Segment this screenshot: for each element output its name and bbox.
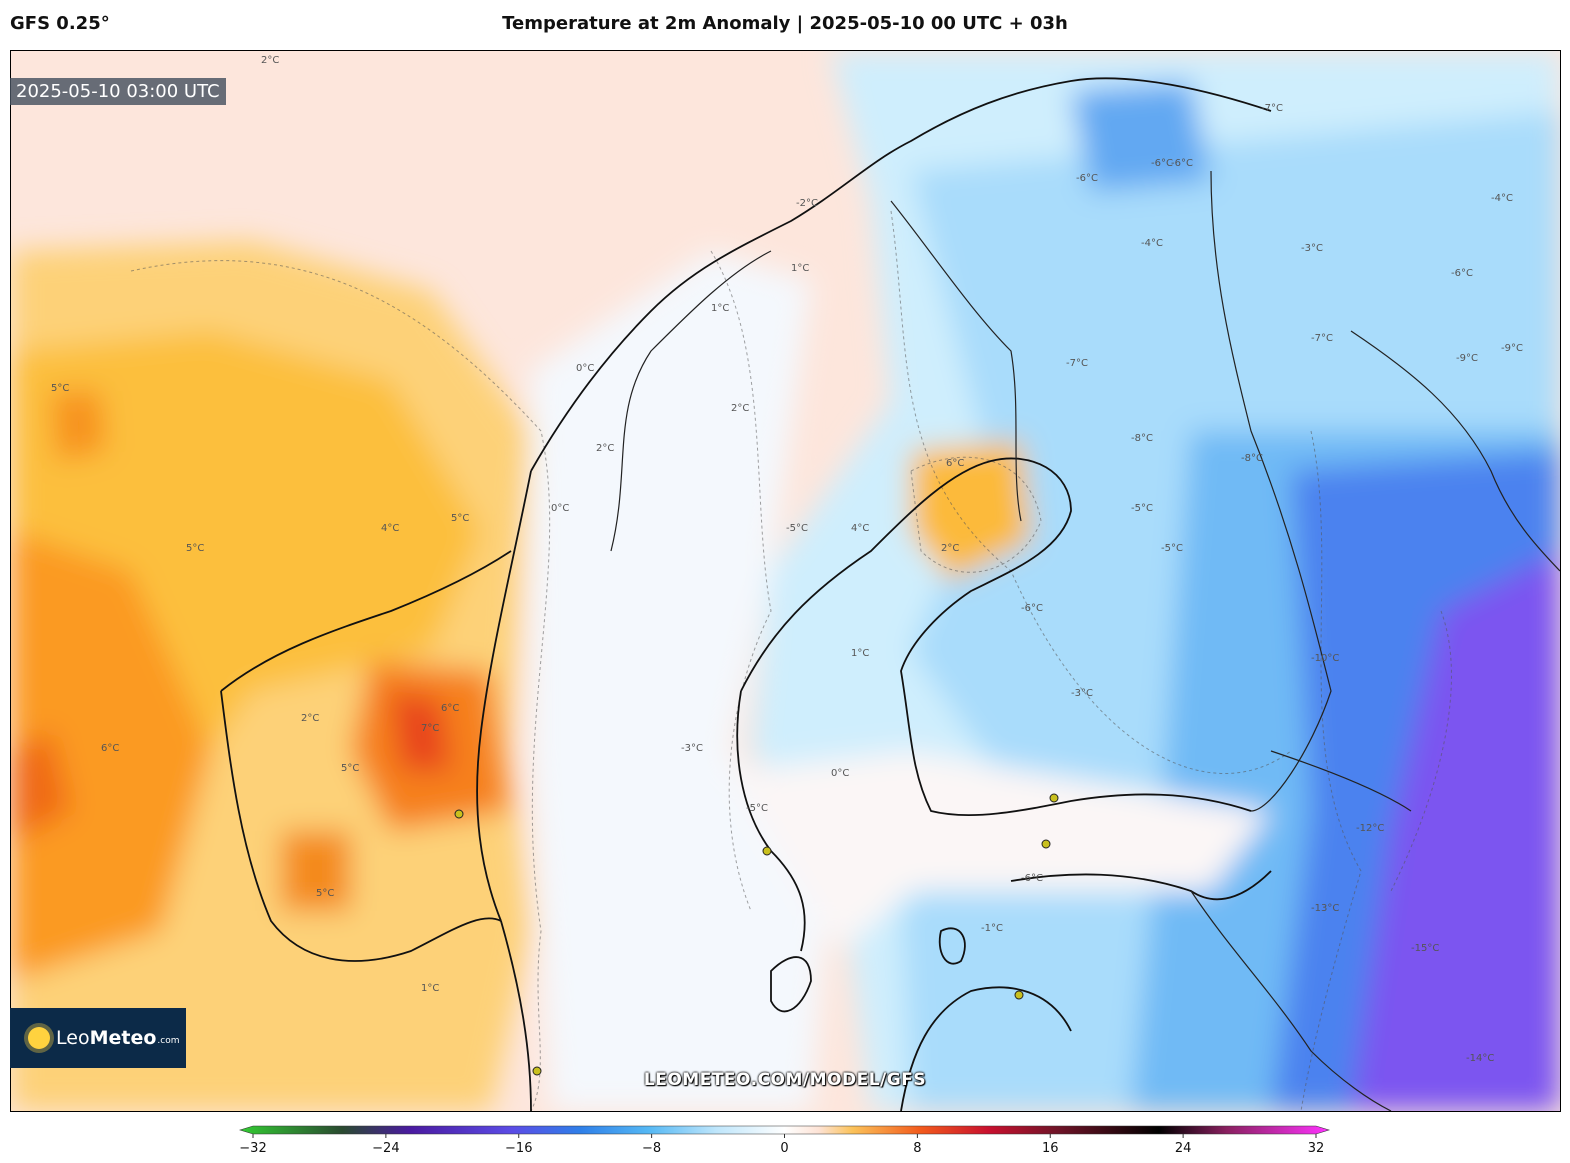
colorbar-tick-label: −16 [505, 1141, 532, 1156]
contour-label: -3°C [1301, 243, 1323, 254]
contour-label: -5°C [1161, 543, 1183, 554]
sun-icon [28, 1027, 50, 1049]
contour-label: 6°C [101, 743, 119, 754]
contour-label: -4°C [1141, 238, 1163, 249]
site-watermark: LEOMETEO.COM/MODEL/GFS [643, 1070, 927, 1090]
contour-label: -6°C [1021, 873, 1043, 884]
contour-label: 5°C [51, 383, 69, 394]
logo-text-part3: .com [157, 1036, 180, 1046]
contour-label: -6°C [1171, 158, 1193, 169]
colorbar-gradient [238, 1125, 1331, 1135]
colorbar-svg: −32 −24 −16 −8 0 8 16 24 32 [238, 1125, 1331, 1156]
coastlines [220, 77, 1272, 1111]
colorbar-tick-label: 24 [1175, 1141, 1192, 1156]
contour-label: -15°C [1411, 943, 1439, 954]
anomaly-map[interactable]: 2°C 5°C 6°C 5°C 4°C 5°C 7°C 6°C 6°C 5°C … [10, 50, 1561, 1112]
contour-label: 6°C [441, 703, 459, 714]
contour-label: -7°C [1261, 103, 1283, 114]
leometeo-logo[interactable]: Leo Meteo .com [10, 1008, 186, 1068]
borders [610, 170, 1560, 1111]
city-markers [454, 793, 1059, 1076]
contour-label: 5°C [316, 888, 334, 899]
contour-label: -6°C [1151, 158, 1173, 169]
colorbar-tick-label: −32 [239, 1141, 266, 1156]
contour-label: -7°C [1066, 358, 1088, 369]
contour-label: -5°C [786, 523, 808, 534]
contour-label: -6°C [1021, 603, 1043, 614]
contour-label: -4°C [1491, 193, 1513, 204]
contour-label: 5°C [186, 543, 204, 554]
colorbar-tick-label: 32 [1308, 1141, 1325, 1156]
contour-label: 4°C [851, 523, 869, 534]
city-marker[interactable] [1041, 839, 1051, 849]
contour-label: 2°C [731, 403, 749, 414]
contour-label: 0°C [551, 503, 569, 514]
contour-label: 2°C [596, 443, 614, 454]
contour-label: -9°C [1456, 353, 1478, 364]
contour-label: -9°C [1501, 343, 1523, 354]
contour-label: 2°C [941, 543, 959, 554]
contour-label: 7°C [421, 723, 439, 734]
city-marker[interactable] [1049, 793, 1059, 803]
city-marker[interactable] [454, 809, 464, 819]
contour-label: -1°C [981, 923, 1003, 934]
contour-label: -5°C [1131, 503, 1153, 514]
model-label: GFS 0.25° [10, 13, 110, 34]
colorbar: −32 −24 −16 −8 0 8 16 24 32 [0, 1118, 1570, 1163]
contour-label: 1°C [421, 983, 439, 994]
contour-label: -6°C [1076, 173, 1098, 184]
contour-labels: 2°C 5°C 6°C 5°C 4°C 5°C 7°C 6°C 6°C 5°C … [51, 55, 1523, 1064]
colorbar-tick-label: 0 [780, 1141, 788, 1156]
contour-label: -8°C [1131, 433, 1153, 444]
city-marker[interactable] [762, 846, 772, 856]
contour-label: -14°C [1466, 1053, 1494, 1064]
city-marker[interactable] [532, 1066, 542, 1076]
contour-label: 1°C [851, 648, 869, 659]
contour-label: -8°C [1241, 453, 1263, 464]
contour-label: -12°C [1356, 823, 1384, 834]
contour-label: -2°C [796, 198, 818, 209]
contour-label: -13°C [1311, 903, 1339, 914]
contour-label: 0°C [831, 768, 849, 779]
logo-text-part2: Meteo [89, 1027, 157, 1049]
city-marker[interactable] [1014, 990, 1024, 1000]
contour-label: -7°C [1311, 333, 1333, 344]
contour-label: 1°C [791, 263, 809, 274]
contour-label: 4°C [381, 523, 399, 534]
contour-label: -3°C [681, 743, 703, 754]
contour-label: 5°C [341, 763, 359, 774]
colorbar-tick-label: −8 [642, 1141, 661, 1156]
colorbar-tick-label: 16 [1042, 1141, 1059, 1156]
colorbar-tick-label: −24 [372, 1141, 399, 1156]
contour-label: -10°C [1311, 653, 1339, 664]
contour-label: -5°C [746, 803, 768, 814]
logo-text-part1: Leo [56, 1027, 90, 1049]
contour-label: 0°C [576, 363, 594, 374]
valid-time-badge: 2025-05-10 03:00 UTC [10, 78, 226, 105]
contour-label: 2°C [301, 713, 319, 724]
contour-label: 5°C [451, 513, 469, 524]
contour-label: -6°C [1451, 268, 1473, 279]
contour-label: 1°C [711, 303, 729, 314]
colorbar-tick-label: 8 [913, 1141, 921, 1156]
map-canvas: 2°C 5°C 6°C 5°C 4°C 5°C 7°C 6°C 6°C 5°C … [11, 51, 1560, 1111]
contour-label: -3°C [1071, 688, 1093, 699]
contour-label: 2°C [261, 55, 279, 66]
contour-label: 6°C [946, 458, 964, 469]
chart-title: Temperature at 2m Anomaly | 2025-05-10 0… [502, 13, 1068, 34]
